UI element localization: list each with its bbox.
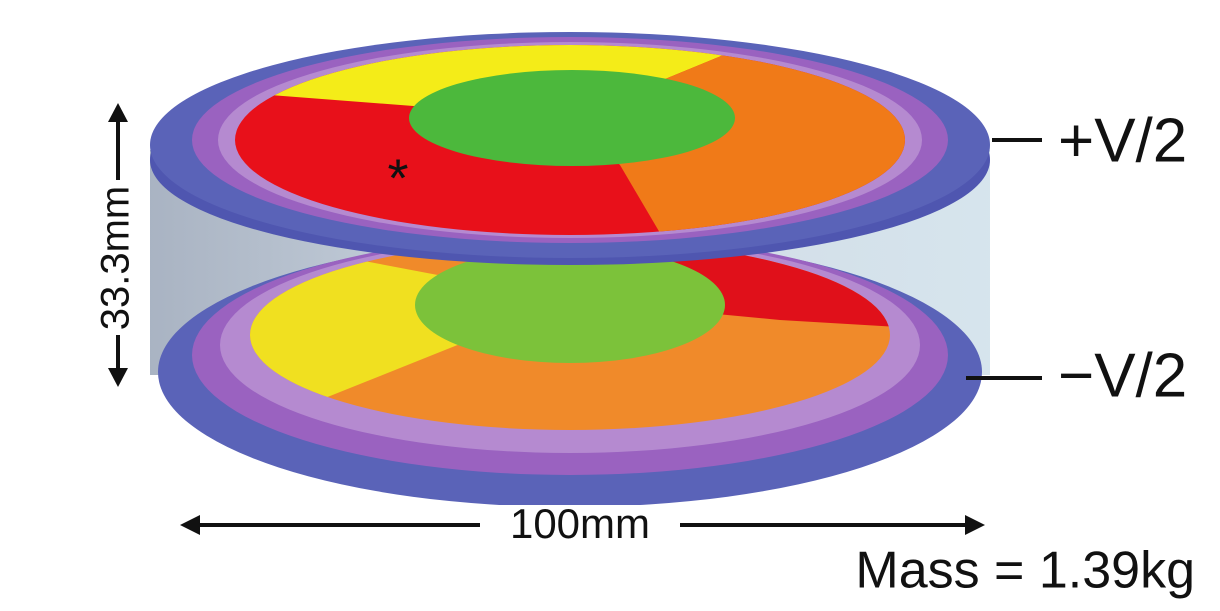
height-label: 33.3mm [94,186,138,331]
top-voltage-label: +V/2 [1058,106,1187,175]
diameter-label: 100mm [510,500,650,547]
bottom-voltage-label: −V/2 [1058,341,1187,410]
mass-label: Mass = 1.39kg [855,542,1195,600]
marker: * [387,148,408,208]
diagram: * +V/2 −V/2 33.3mm 100mm Mass = 1.39kg [0,0,1220,611]
top-electrode [150,32,990,265]
